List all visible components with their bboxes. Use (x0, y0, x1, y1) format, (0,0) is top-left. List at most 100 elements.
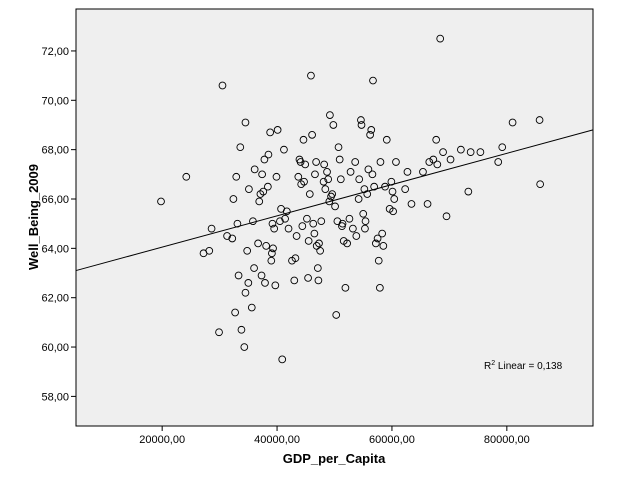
data-point (439, 148, 447, 156)
data-point (364, 165, 373, 174)
y-tick-label: 60,00 (41, 342, 69, 354)
data-point (271, 281, 280, 290)
x-tick-label: 80000,00 (484, 434, 530, 446)
data-point (270, 224, 279, 233)
data-point (311, 170, 319, 179)
data-point (254, 239, 262, 248)
data-point (236, 143, 245, 152)
data-point (376, 158, 385, 166)
data-point (228, 234, 237, 243)
data-point (299, 135, 308, 144)
data-point (284, 224, 293, 233)
data-point (346, 168, 355, 176)
data-point (304, 274, 312, 282)
y-axis: 58,00 60,00 62,00 64,00 66,00 68,00 70,00 72,00 (41, 46, 76, 403)
data-point (535, 116, 544, 124)
data-point (182, 172, 191, 181)
data-point (237, 325, 246, 334)
data-point (536, 180, 545, 189)
data-point (300, 177, 308, 186)
data-point (466, 148, 475, 156)
data-point (250, 165, 259, 174)
data-point (423, 200, 432, 208)
data-point (267, 256, 276, 265)
data-point (357, 116, 365, 124)
data-point (319, 177, 328, 186)
data-point (272, 172, 281, 181)
data-point (264, 150, 273, 159)
data-point (276, 217, 284, 226)
data-point (351, 158, 360, 166)
data-point (304, 237, 313, 245)
x-tick-label: 20000,00 (139, 434, 185, 446)
data-point (432, 135, 441, 144)
data-point (314, 276, 323, 285)
data-point (388, 187, 397, 196)
data-point (349, 224, 357, 233)
data-point (291, 254, 300, 263)
data-point (381, 182, 389, 191)
data-point (243, 246, 252, 255)
data-point (376, 283, 384, 292)
data-point (215, 328, 223, 337)
data-point (262, 242, 270, 250)
r-squared-superscript: 2 (491, 360, 495, 367)
data-point (231, 308, 239, 317)
data-point (433, 160, 442, 169)
data-point (329, 121, 338, 129)
data-point (205, 246, 214, 255)
plot-area (75, 8, 594, 427)
data-point (157, 197, 165, 206)
data-point (333, 217, 342, 226)
data-point (266, 128, 275, 137)
data-points (157, 34, 545, 364)
data-point (309, 219, 318, 228)
data-point (312, 158, 320, 166)
data-point (324, 175, 333, 184)
data-point (268, 249, 276, 258)
data-point (407, 200, 416, 208)
data-point (382, 135, 391, 144)
data-point (218, 81, 227, 90)
data-point (403, 168, 412, 176)
data-point (366, 130, 374, 139)
data-point (255, 197, 264, 206)
y-axis-title: Well_Being_2009 (26, 164, 41, 270)
x-tick-label: 40000,00 (254, 434, 300, 446)
x-axis: 20000,00 40000,00 60000,00 80000,00 (139, 426, 530, 446)
data-point (305, 190, 314, 198)
data-point (374, 256, 383, 265)
data-point (282, 207, 291, 216)
data-point (498, 143, 507, 152)
y-tick-label: 64,00 (41, 243, 69, 255)
x-tick-label: 60000,00 (369, 434, 415, 446)
data-point (229, 195, 238, 203)
data-point (457, 145, 465, 154)
data-point (334, 143, 343, 152)
data-point (361, 224, 369, 233)
data-point (241, 288, 250, 297)
data-point (359, 209, 368, 218)
data-point (232, 172, 241, 181)
data-point (372, 239, 380, 248)
data-point (446, 155, 455, 164)
data-point (367, 126, 376, 134)
data-point (241, 118, 250, 127)
data-point (387, 177, 396, 186)
data-point (379, 242, 388, 250)
data-point (345, 214, 354, 223)
linear-fit-line (75, 129, 594, 272)
r-squared-suffix: Linear = 0,138 (495, 361, 562, 372)
data-point (326, 111, 334, 119)
data-point (280, 145, 288, 154)
data-point (357, 121, 366, 129)
data-point (244, 279, 253, 287)
data-point (313, 264, 322, 272)
data-point (294, 172, 303, 181)
data-point (268, 219, 277, 228)
data-point (316, 246, 324, 255)
data-point (323, 168, 331, 176)
data-point (429, 155, 438, 164)
data-point (392, 158, 400, 166)
data-point (247, 303, 256, 312)
